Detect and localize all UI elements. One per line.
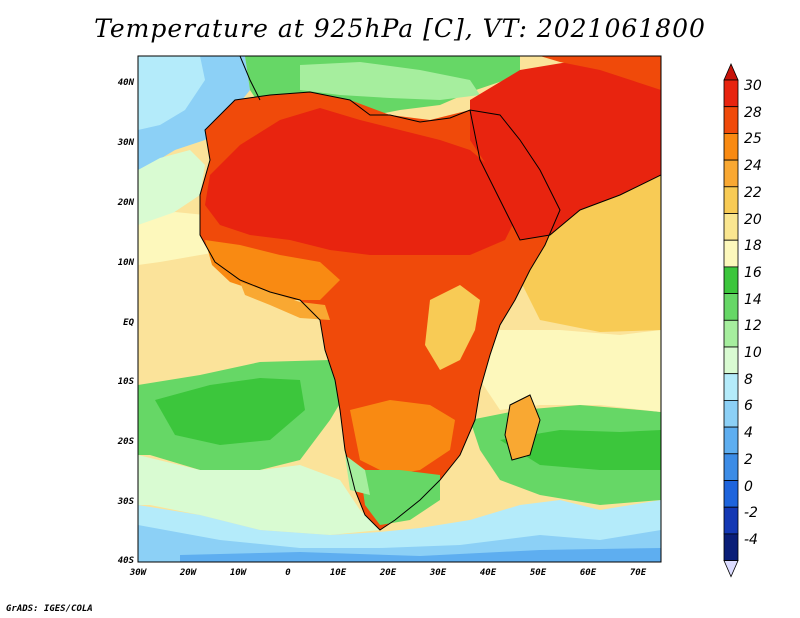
- colorbar-swatch: [723, 239, 739, 268]
- lon-tick-label: 0: [285, 568, 291, 578]
- colorbar-swatch: [723, 132, 739, 161]
- colorbar-label: 14: [744, 291, 762, 308]
- colorbar-label: 24: [744, 158, 762, 175]
- lat-tick-label: 30N: [117, 138, 134, 148]
- lat-tick-label: 30S: [117, 497, 134, 507]
- lat-tick-label: 10N: [117, 258, 134, 268]
- lon-tick-label: 30W: [129, 568, 147, 578]
- lon-tick-label: 70E: [629, 568, 647, 578]
- colorbar-swatch: [723, 159, 739, 188]
- colorbar-swatch: [723, 186, 739, 214]
- colorbar-label: 22: [744, 184, 762, 201]
- map-frame: [137, 55, 662, 563]
- colorbar-label: 16: [744, 264, 762, 281]
- colorbar-swatch: [723, 346, 739, 375]
- lat-tick-label: 10S: [117, 377, 134, 387]
- lon-tick-label: 10E: [329, 568, 347, 578]
- credit-text: GrADS: IGES/COLA: [6, 604, 93, 614]
- lon-tick-label: 20E: [379, 568, 397, 578]
- lon-tick-label: 20W: [179, 568, 197, 578]
- colorbar-swatch: [723, 506, 739, 535]
- colorbar-label: 30: [744, 78, 762, 94]
- colorbar-swatch: [723, 426, 739, 455]
- colorbar-label: 0: [744, 478, 753, 495]
- colorbar-label: 20: [744, 211, 762, 228]
- colorbar-swatch: [723, 480, 739, 508]
- colorbar-swatch: [723, 373, 739, 401]
- coastlines: [199, 56, 661, 531]
- colorbar-swatch: [723, 293, 739, 321]
- lon-tick-label: 50E: [529, 568, 547, 578]
- lon-tick-label: 60E: [579, 568, 597, 578]
- colorbar-swatch: [723, 399, 739, 428]
- colorbar-label: 6: [744, 398, 753, 415]
- colorbar-label: 12: [744, 318, 762, 335]
- lat-tick-label: 40S: [117, 556, 134, 566]
- lat-tick-label: 20S: [117, 437, 134, 447]
- lon-tick-label: 10W: [229, 568, 247, 578]
- lon-tick-label: 30E: [429, 568, 447, 578]
- temperature-field: [138, 56, 661, 562]
- colorbar-label: 25: [744, 131, 762, 148]
- colorbar-label: 2: [744, 451, 753, 468]
- colorbar-min-arrow: [723, 560, 739, 578]
- colorbar-swatch: [723, 266, 739, 294]
- colorbar-label: -2: [744, 505, 758, 522]
- colorbar-swatch: [723, 79, 739, 108]
- colorbar-swatch: [723, 533, 739, 562]
- map-title: Temperature at 925hPa [C], VT: 202106180…: [94, 14, 706, 43]
- lat-tick-label: 20N: [117, 198, 134, 208]
- lon-tick-label: 40E: [479, 568, 497, 578]
- colorbar-label: 18: [744, 238, 762, 255]
- colorbar-swatch: [723, 106, 739, 134]
- colorbar-label: -4: [744, 531, 758, 548]
- colorbar-swatch: [723, 453, 739, 481]
- colorbar-label: 10: [744, 345, 762, 361]
- colorbar-label: 28: [744, 104, 762, 121]
- colorbar-label: 8: [744, 371, 753, 388]
- colorbar-label: 4: [744, 425, 753, 442]
- lat-tick-label: 40N: [117, 78, 134, 88]
- colorbar-swatch: [723, 213, 739, 241]
- colorbar-swatch: [723, 319, 739, 348]
- lat-tick-label: EQ: [123, 318, 134, 328]
- colorbar-max-arrow: [723, 63, 739, 81]
